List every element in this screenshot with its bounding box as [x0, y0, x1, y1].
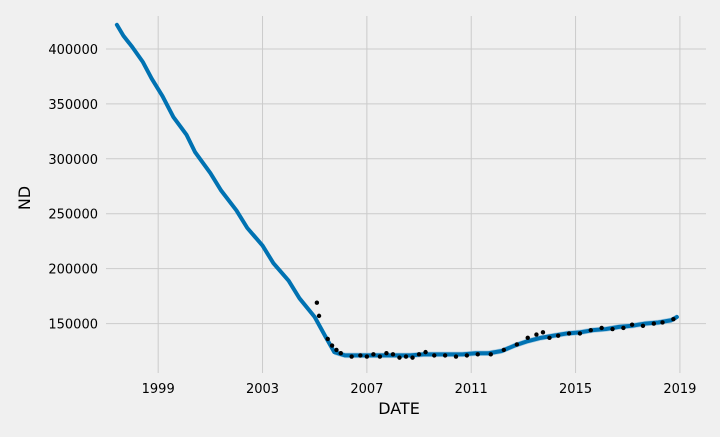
- observed-point: [416, 352, 422, 357]
- observed-point: [629, 322, 635, 327]
- observed-point: [338, 351, 343, 356]
- observed-point: [390, 352, 396, 357]
- observed-points-layer: [314, 300, 676, 360]
- observed-point: [501, 347, 507, 353]
- observed-point: [349, 354, 354, 359]
- observed-point: [314, 300, 320, 305]
- x-tick-label: 2003: [246, 382, 279, 397]
- y-tick-label: 350000: [48, 98, 98, 113]
- observed-point: [577, 331, 583, 336]
- observed-point: [453, 354, 459, 359]
- observed-point: [610, 326, 615, 332]
- observed-point: [410, 355, 415, 360]
- observed-point: [621, 325, 626, 331]
- y-tick-label: 300000: [48, 153, 98, 168]
- observed-point: [329, 343, 335, 348]
- observed-point: [671, 316, 676, 322]
- forecast-line: [114, 22, 679, 358]
- uncertainty-band-layer: [116, 22, 677, 359]
- observed-point: [316, 313, 322, 319]
- observed-point: [464, 353, 470, 358]
- observed-point: [525, 335, 530, 341]
- observed-point: [488, 352, 493, 357]
- observed-point: [358, 353, 363, 358]
- observed-point: [475, 352, 480, 357]
- observed-point: [540, 330, 546, 335]
- observed-point: [325, 336, 330, 342]
- observed-point: [371, 352, 376, 357]
- observed-point: [384, 351, 389, 356]
- observed-point: [599, 325, 604, 331]
- observed-point: [442, 353, 448, 358]
- x-axis-ticks: 1999 2003 2007 2011 2015 2019: [142, 382, 697, 397]
- uncertainty-band: [116, 22, 677, 359]
- observed-point: [588, 327, 593, 333]
- observed-point: [377, 354, 383, 359]
- observed-point: [423, 349, 428, 355]
- y-tick-label: 200000: [48, 263, 98, 278]
- observed-point: [364, 354, 370, 359]
- x-tick-label: 2011: [455, 382, 488, 397]
- y-tick-label: 150000: [48, 318, 98, 333]
- y-tick-label: 250000: [48, 208, 98, 223]
- x-tick-label: 2019: [663, 382, 696, 397]
- x-tick-label: 1999: [142, 382, 175, 397]
- observed-point: [660, 320, 665, 325]
- observed-point: [651, 321, 657, 326]
- observed-point: [566, 331, 572, 336]
- observed-point: [534, 332, 539, 337]
- grid-lines: [106, 16, 706, 373]
- x-tick-label: 2007: [350, 382, 383, 397]
- y-axis-label: ND: [15, 186, 34, 210]
- x-axis-label: DATE: [378, 399, 420, 418]
- observed-point: [514, 342, 520, 347]
- observed-point: [403, 354, 409, 359]
- observed-point: [334, 347, 339, 353]
- x-tick-label: 2015: [559, 382, 592, 397]
- observed-point: [547, 335, 552, 341]
- observed-point: [432, 353, 437, 358]
- plot-area: [106, 16, 706, 373]
- y-axis-ticks: 150000 200000 250000 300000 350000 400000: [48, 43, 98, 333]
- observed-point: [640, 323, 646, 328]
- forecast-line-layer: [114, 22, 679, 358]
- observed-point: [397, 355, 402, 360]
- y-tick-label: 400000: [48, 43, 98, 58]
- observed-point: [555, 333, 561, 338]
